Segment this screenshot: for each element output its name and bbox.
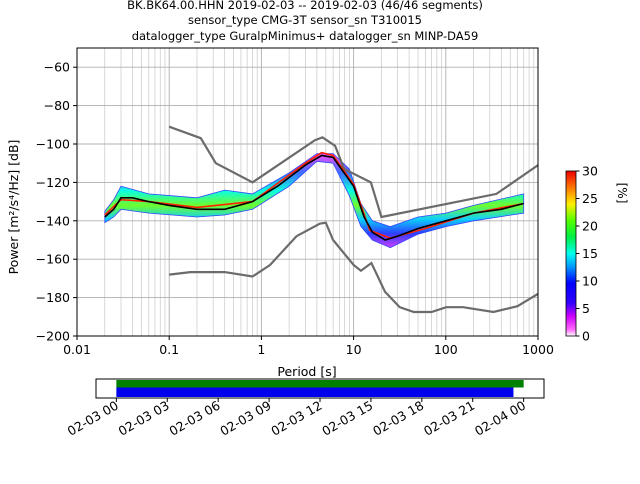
timeline-bar-used xyxy=(116,387,514,397)
y-tick-label: −160 xyxy=(36,252,70,267)
colorbar-tick-label: 15 xyxy=(582,246,598,261)
title-line-3: datalogger_type GuralpMinimus+ datalogge… xyxy=(132,29,479,43)
timeline-tick-label: 02-03 00 xyxy=(65,398,121,439)
y-tick-label: −60 xyxy=(44,60,70,75)
x-tick-label: 0.1 xyxy=(159,342,179,357)
mean-psd-line xyxy=(104,154,524,241)
timeline-tick-label: 02-03 03 xyxy=(116,398,172,439)
x-axis: 0.01 0.1 1 10 100 1000 xyxy=(63,336,554,357)
plot-frame xyxy=(76,47,539,337)
x-tick-label: 100 xyxy=(434,342,458,357)
timeline-tick-label: 02-03 15 xyxy=(319,398,375,439)
colorbar: 0 5 10 15 20 25 30 [%] xyxy=(565,164,629,344)
chart-title: BK.BK64.00.HHN 2019-02-03 -- 2019-02-03 … xyxy=(127,0,483,43)
colorbar-tick-label: 0 xyxy=(582,329,590,344)
x-tick-label: 10 xyxy=(346,342,362,357)
y-tick-label: −200 xyxy=(36,329,70,344)
timeline-tick-label: 02-03 21 xyxy=(421,398,477,439)
x-tick-label: 1 xyxy=(257,342,265,357)
timeline-tick-label: 02-04 00 xyxy=(472,398,528,439)
timeline-tick-label: 02-03 06 xyxy=(167,398,223,439)
timeline-tick-label: 02-03 18 xyxy=(370,398,426,439)
timeline-tick-label: 02-03 12 xyxy=(268,398,324,439)
timeline-tick-label: 02-03 09 xyxy=(217,398,273,439)
x-axis-label: Period [s] xyxy=(277,364,336,379)
colorbar-tick-label: 25 xyxy=(582,191,598,206)
y-axis-label: Power [m²/s⁴/Hz] [dB] xyxy=(6,140,21,275)
colorbar-tick-label: 20 xyxy=(582,219,598,234)
x-tick-label: 1000 xyxy=(522,342,554,357)
psd-histogram xyxy=(104,153,525,249)
y-tick-label: −120 xyxy=(36,175,70,190)
timeline-bars xyxy=(116,380,524,397)
colorbar-label: [%] xyxy=(615,183,629,204)
colorbar-tick-label: 10 xyxy=(582,274,598,289)
colorbar-ticks: 0 5 10 15 20 25 30 xyxy=(576,164,598,344)
title-line-2: sensor_type CMG-3T sensor_sn T310015 xyxy=(188,13,422,27)
new-low-noise-model-line xyxy=(169,221,538,314)
colorbar-tick-label: 30 xyxy=(582,164,598,179)
y-tick-label: −100 xyxy=(36,137,70,152)
y-axis: −200 −180 −160 −140 −120 −100 −80 −60 xyxy=(36,60,77,344)
plot-background xyxy=(77,48,538,336)
psd-probability-band xyxy=(104,153,525,249)
y-tick-label: −180 xyxy=(36,290,70,305)
title-line-1: BK.BK64.00.HHN 2019-02-03 -- 2019-02-03 … xyxy=(127,0,483,12)
y-tick-label: −140 xyxy=(36,213,70,228)
y-tick-label: −80 xyxy=(44,98,70,113)
colorbar-tick-label: 5 xyxy=(582,301,590,316)
x-tick-label: 0.01 xyxy=(63,342,91,357)
psd-curves xyxy=(104,125,538,314)
colorbar-gradient xyxy=(565,170,577,337)
timeline-bar-data xyxy=(116,380,524,388)
new-high-noise-model-line xyxy=(168,125,538,219)
